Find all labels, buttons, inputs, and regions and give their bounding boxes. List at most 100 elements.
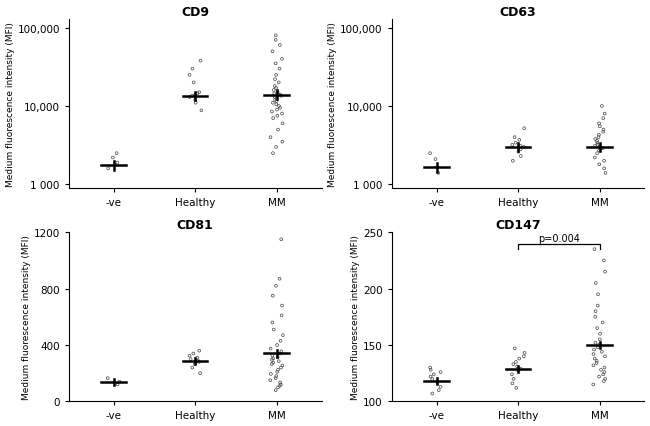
Point <box>272 354 283 360</box>
Point <box>268 150 278 157</box>
Point <box>193 357 203 364</box>
Point <box>599 111 610 118</box>
Point <box>265 377 276 384</box>
Title: CD81: CD81 <box>177 219 214 231</box>
Point <box>267 320 278 326</box>
Point <box>589 346 599 353</box>
Point <box>590 246 600 253</box>
Point <box>511 385 521 391</box>
Point <box>510 345 520 352</box>
Point <box>266 371 276 377</box>
Point <box>190 100 201 107</box>
Point <box>275 105 285 112</box>
Point <box>268 293 278 299</box>
Point <box>275 43 285 49</box>
Point <box>277 111 287 118</box>
Point <box>271 72 281 79</box>
Point <box>271 144 281 151</box>
Point <box>597 320 608 326</box>
Point <box>593 344 603 351</box>
Point <box>270 61 281 68</box>
Point <box>597 145 608 152</box>
Point <box>592 142 603 149</box>
Point <box>432 164 442 171</box>
Point <box>192 91 203 98</box>
Point <box>274 80 284 86</box>
Point <box>593 135 604 141</box>
Point <box>185 352 195 359</box>
Point <box>276 93 286 100</box>
Point <box>267 352 278 359</box>
Point <box>276 348 287 355</box>
Point <box>268 115 278 122</box>
Point <box>519 144 529 151</box>
Point <box>592 140 603 147</box>
Point <box>515 147 526 153</box>
Point <box>274 66 285 73</box>
Point <box>425 373 436 380</box>
Point <box>103 375 113 382</box>
Point <box>277 56 287 63</box>
Point <box>599 369 610 376</box>
Point <box>268 360 278 366</box>
Point <box>596 366 606 373</box>
Point <box>598 115 608 122</box>
Point <box>599 257 609 264</box>
Point <box>508 361 519 368</box>
Point <box>597 104 607 110</box>
Point <box>278 332 288 339</box>
Point <box>426 366 436 373</box>
Point <box>507 380 517 387</box>
Title: CD147: CD147 <box>495 219 541 231</box>
Point <box>594 148 604 155</box>
Point <box>108 155 118 161</box>
Point <box>595 336 605 343</box>
Point <box>272 342 282 348</box>
Point <box>514 355 525 362</box>
Point <box>276 312 287 319</box>
Point <box>592 360 602 367</box>
Point <box>271 102 281 109</box>
Point <box>266 361 277 368</box>
Point <box>512 363 523 370</box>
Point <box>278 362 288 369</box>
Point <box>600 170 610 177</box>
Point <box>270 95 280 101</box>
Point <box>594 373 604 380</box>
Point <box>192 354 202 361</box>
Point <box>188 80 199 86</box>
Point <box>275 92 285 99</box>
Point <box>272 89 283 96</box>
Point <box>274 358 284 365</box>
Point <box>594 161 604 168</box>
Point <box>590 308 601 315</box>
Y-axis label: Medium fluorescence intensity (MFI): Medium fluorescence intensity (MFI) <box>328 22 337 186</box>
Point <box>276 337 286 344</box>
Point <box>594 144 604 151</box>
Point <box>594 121 604 127</box>
Point <box>436 369 446 376</box>
Point <box>276 364 286 371</box>
Point <box>593 342 604 348</box>
Point <box>114 378 125 385</box>
Point <box>511 359 521 366</box>
Point <box>425 150 436 157</box>
Point <box>271 96 281 103</box>
Point <box>592 357 602 364</box>
Point <box>514 137 525 144</box>
Point <box>266 109 277 116</box>
Point <box>425 364 436 371</box>
Point <box>277 302 287 309</box>
Point <box>274 104 284 110</box>
Point <box>515 153 526 160</box>
Point <box>277 139 287 146</box>
Point <box>188 350 198 357</box>
Point <box>593 302 603 309</box>
Point <box>599 364 610 371</box>
Point <box>273 384 283 391</box>
Point <box>430 156 441 163</box>
Point <box>271 85 281 92</box>
Point <box>598 371 608 378</box>
Point <box>268 355 278 362</box>
Point <box>588 381 599 388</box>
